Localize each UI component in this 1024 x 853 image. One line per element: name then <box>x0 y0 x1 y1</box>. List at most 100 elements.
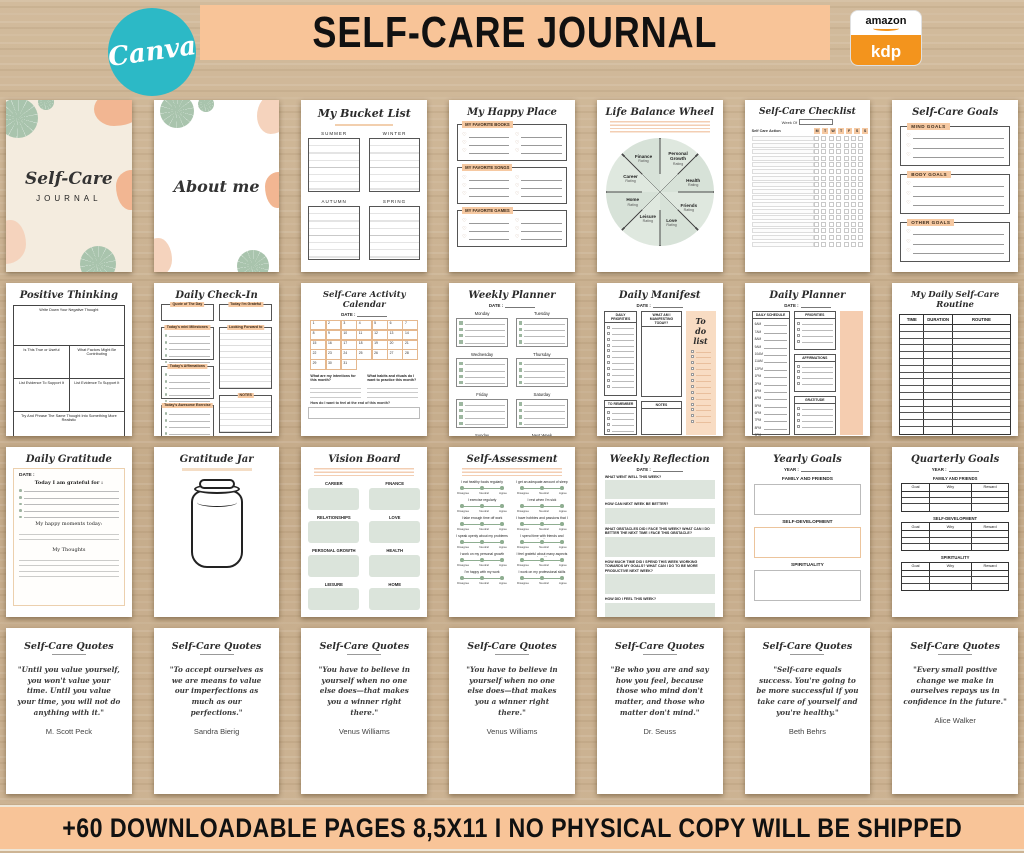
manifest-box: WHAT AM I MANIFESTING TODAY? <box>641 311 682 397</box>
time-slot: 8PM <box>753 426 789 430</box>
assessment-item: I'm happy with my work Disagree Neutral … <box>456 570 508 585</box>
checkbox <box>836 168 842 174</box>
goal-table-section: FAMILY AND FRIENDS Goal Why Reward <box>899 476 1011 512</box>
scale-label: Disagree <box>516 563 529 567</box>
exercise-box: Today's Awesome Exercise <box>160 402 215 436</box>
page-title: Weekly Reflection <box>609 454 710 465</box>
checkbox <box>843 175 849 181</box>
season-box <box>308 206 360 260</box>
checklist-row <box>751 155 864 161</box>
weekday-cell: S <box>854 128 861 134</box>
table-row <box>900 386 1010 393</box>
table-row <box>900 392 1010 400</box>
table-row <box>900 325 1010 332</box>
assessment-item: I work on my professional skills Disagre… <box>516 570 568 585</box>
footer-banner: +60 DOWNLOADABLE PAGES 8,5X11 I NO PHYSI… <box>0 805 1024 851</box>
checklist-row <box>751 188 864 194</box>
checkbox <box>850 142 856 148</box>
checkbox <box>814 234 820 240</box>
season-box <box>368 138 421 192</box>
season-label: SPRING <box>382 199 407 204</box>
calendar-day: 25 <box>356 349 373 360</box>
rating-slider <box>519 540 564 544</box>
pages-row-quotes: Self-Care Quotes "Until you value yourse… <box>6 628 1018 794</box>
checkbox <box>836 182 842 188</box>
checkbox <box>814 201 820 207</box>
leaf-icon <box>6 100 38 138</box>
quote-text: "Every small positive change we make in … <box>903 664 1007 707</box>
priorities-box: PRIORITIES <box>793 311 836 350</box>
checkbox <box>850 201 856 207</box>
checkbox <box>850 182 856 188</box>
answer-block <box>604 507 715 524</box>
day-label: Wednesday <box>471 351 494 357</box>
time-slot: 3PM <box>753 389 789 393</box>
column-header: Goal <box>902 523 930 531</box>
scale-label: Agree <box>498 581 507 585</box>
scale-label: Neutral <box>539 491 549 495</box>
date-field <box>652 303 683 308</box>
scale-label: Agree <box>558 581 567 585</box>
checkbox <box>828 168 834 174</box>
rating-slider <box>519 522 564 526</box>
assessment-item: I exercise regularly Disagree Neutral Ag… <box>456 498 508 513</box>
section-label: MY FAVORITE BOOKS <box>462 121 513 128</box>
section-label: MIND GOALS <box>907 123 950 130</box>
time-slot: 5PM <box>753 404 789 408</box>
goal-sections: MIND GOALS ♡ ♡ ♡ BODY GOALS ♡ ♡ ♡ OTHER … <box>899 123 1011 262</box>
page-quote: Self-Care Quotes "You have to believe in… <box>449 628 575 794</box>
quote-text: "You have to believe in yourself when no… <box>318 664 410 717</box>
checklist-row <box>751 149 864 155</box>
notes-box: NOTES <box>219 392 273 433</box>
season-section: AUTUMN <box>308 199 360 260</box>
reflection-question: HOW MUCH TIME DID I SPEND THIS WEEK WORK… <box>604 560 716 595</box>
checkbox <box>814 241 820 247</box>
pages-row-2: Positive Thinking Write Down Your Negati… <box>6 283 1018 436</box>
section-label: Today's mini Milestones <box>164 324 210 330</box>
page-title: Self-Care Activity Calendar <box>322 290 406 310</box>
date-label: DATE : <box>19 473 35 478</box>
quote-text: "Self-care equals success. You're going … <box>756 664 859 717</box>
page-title: Weekly Planner <box>468 290 556 301</box>
date-label: DATE : <box>636 467 651 472</box>
goal-section: FAMILY AND FRIENDS <box>752 477 864 515</box>
category-label: RELATIONSHIPS <box>317 514 351 520</box>
checkbox <box>821 149 827 155</box>
wheel-segment-label: Love Rating <box>666 217 677 228</box>
section-label: Quote of The Day <box>170 301 205 307</box>
section-label: MY FAVORITE SONGS <box>462 164 513 171</box>
quote-author: Venus Williams <box>486 726 538 736</box>
checklist-row <box>751 241 864 247</box>
goal-tables: FAMILY AND FRIENDS Goal Why Reward SELF-… <box>899 476 1011 592</box>
assessment-item: I speak openly about my problems Disagre… <box>456 534 508 549</box>
month-question: How do I want to feel at the end of this… <box>310 400 391 405</box>
checklist-row <box>751 136 864 141</box>
rating-slider <box>460 540 504 544</box>
checklist-row <box>751 175 864 181</box>
favorites-section: MY FAVORITE SONGS ♡ ♡ ♡ ♡ ♡ ♡ <box>457 164 567 204</box>
affirmations-box: AFFIRMATIONS <box>793 353 836 393</box>
time-slot: 9AM <box>753 345 789 349</box>
goal-box <box>753 484 862 515</box>
checkbox <box>821 228 827 234</box>
checkbox <box>850 155 856 161</box>
reflection-question: HOW CAN NEXT WEEK BE BETTER? <box>604 502 716 524</box>
time-slot: 2PM <box>753 382 789 386</box>
wheel-segment-label: Finance Rating <box>634 154 653 164</box>
statement: I take enough time off work <box>461 516 503 520</box>
quote-text: "To accept ourselves as we are means to … <box>169 664 264 717</box>
milestones-box: Today's mini Milestones <box>160 324 215 364</box>
scale-label: Agree <box>498 527 507 531</box>
weekday-section: Tuesday <box>515 311 568 347</box>
page-title: Daily Check-In <box>175 290 258 301</box>
prompt-cell: Write Down Your Negative Thought <box>39 308 99 312</box>
season-section: WINTER <box>368 131 421 192</box>
goal-table-section: SELF-DEVELOPMENT Goal Why Reward <box>899 516 1011 552</box>
checkbox <box>836 228 842 234</box>
day-label: Sunday <box>474 433 490 436</box>
page-self-assessment: Self-Assessment I eat healthy foods regu… <box>449 447 575 617</box>
checkbox <box>821 241 827 247</box>
next-week-section: Next Week <box>516 433 568 436</box>
checkbox <box>821 168 827 174</box>
weekday-cell: F <box>846 128 853 134</box>
